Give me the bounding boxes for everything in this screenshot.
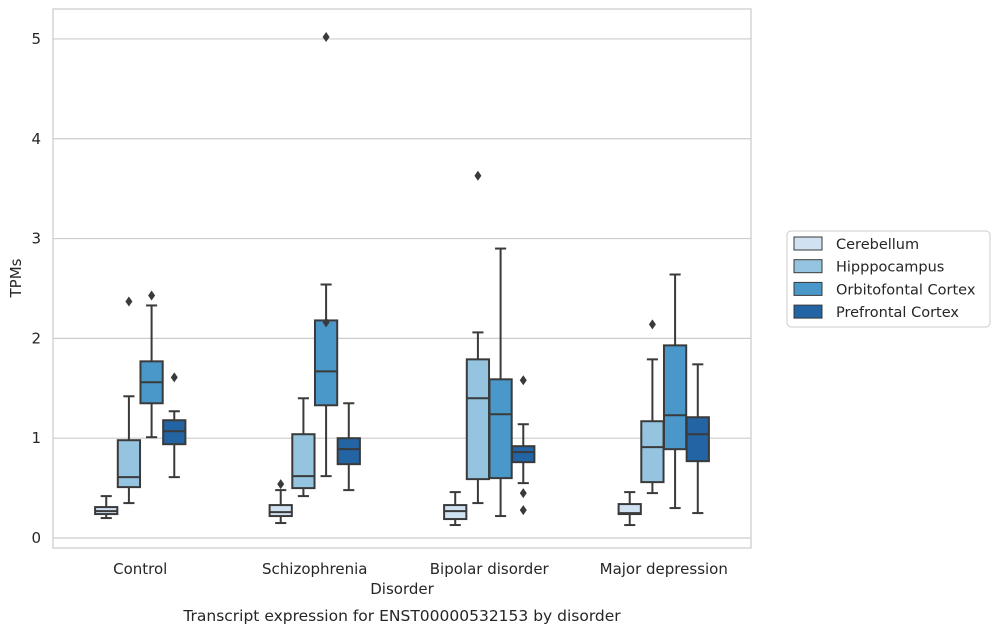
- y-axis-label: TPMs: [7, 258, 25, 298]
- box-group: [465, 170, 491, 505]
- legend-label: Cerebellum: [836, 237, 919, 253]
- outlier-point: [322, 317, 330, 328]
- y-tick-label: 3: [31, 230, 41, 248]
- box: [640, 420, 665, 484]
- box-group: [685, 363, 710, 515]
- box-group: [617, 491, 642, 527]
- plot-frame: [52, 8, 752, 549]
- x-tick-label: Bipolar disorder: [430, 560, 550, 578]
- box: [291, 433, 316, 490]
- box: [511, 445, 536, 464]
- outlier-point: [519, 505, 527, 516]
- legend-swatch: [793, 259, 823, 274]
- x-axis-label: Disorder: [370, 580, 434, 598]
- chart-title: Transcript expression for ENST0000053215…: [182, 607, 621, 625]
- box: [313, 319, 339, 407]
- legend-frame: [786, 230, 991, 328]
- box: [488, 378, 513, 480]
- x-tick-labels: Control Schizophrenia Bipolar disorder Majo…: [113, 560, 728, 578]
- legend-swatch: [793, 304, 823, 319]
- box-group: [336, 402, 361, 492]
- box-group: [313, 31, 339, 478]
- x-tick-label: Major depression: [600, 560, 728, 578]
- box-layer: [94, 31, 710, 527]
- legend: Cerebellum Hipppocampus Orbitofontal Corte…: [786, 230, 991, 328]
- box-group: [139, 290, 164, 439]
- legend-label: Orbitofontal Cortex: [836, 282, 976, 298]
- y-tick-label: 5: [31, 30, 41, 48]
- y-tick-label: 0: [31, 529, 41, 547]
- y-tick-label: 1: [31, 429, 41, 447]
- legend-swatch: [793, 236, 823, 251]
- box-group: [511, 375, 536, 516]
- box: [662, 344, 688, 451]
- outlier-point: [148, 290, 156, 301]
- box-group: [291, 397, 316, 498]
- box: [268, 504, 293, 518]
- outlier-point: [170, 372, 178, 383]
- legend-items: Cerebellum Hipppocampus Orbitofontal Corte…: [793, 236, 976, 321]
- x-tick-label: Control: [113, 560, 167, 578]
- box-group: [443, 491, 468, 527]
- box-group: [640, 319, 665, 495]
- box: [336, 437, 361, 466]
- box: [465, 358, 491, 481]
- y-tick-labels: 0 1 2 3 4 5: [31, 30, 41, 547]
- box-group: [162, 372, 187, 479]
- outlier-point: [648, 319, 656, 330]
- legend-label: Hipppocampus: [836, 260, 944, 276]
- box-group: [662, 273, 688, 510]
- legend-swatch: [793, 281, 823, 296]
- box-group: [488, 247, 513, 518]
- outlier-point: [322, 31, 330, 42]
- legend-label: Prefrontal Cortex: [836, 305, 959, 321]
- box: [116, 439, 142, 489]
- box-group: [94, 495, 119, 520]
- box-group: [268, 479, 293, 525]
- box: [685, 416, 710, 463]
- x-tick-label: Schizophrenia: [262, 560, 367, 578]
- outlier-point: [519, 375, 527, 386]
- outlier-point: [519, 488, 527, 499]
- y-tick-label: 2: [31, 329, 41, 347]
- outlier-point: [474, 170, 482, 181]
- y-tick-label: 4: [31, 130, 41, 148]
- outlier-point: [125, 296, 133, 307]
- box-group: [116, 296, 142, 505]
- outlier-point: [277, 479, 285, 490]
